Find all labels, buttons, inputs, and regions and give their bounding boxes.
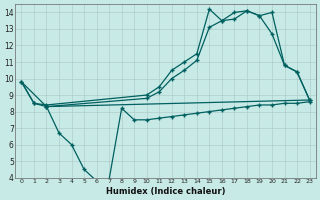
- X-axis label: Humidex (Indice chaleur): Humidex (Indice chaleur): [106, 187, 225, 196]
